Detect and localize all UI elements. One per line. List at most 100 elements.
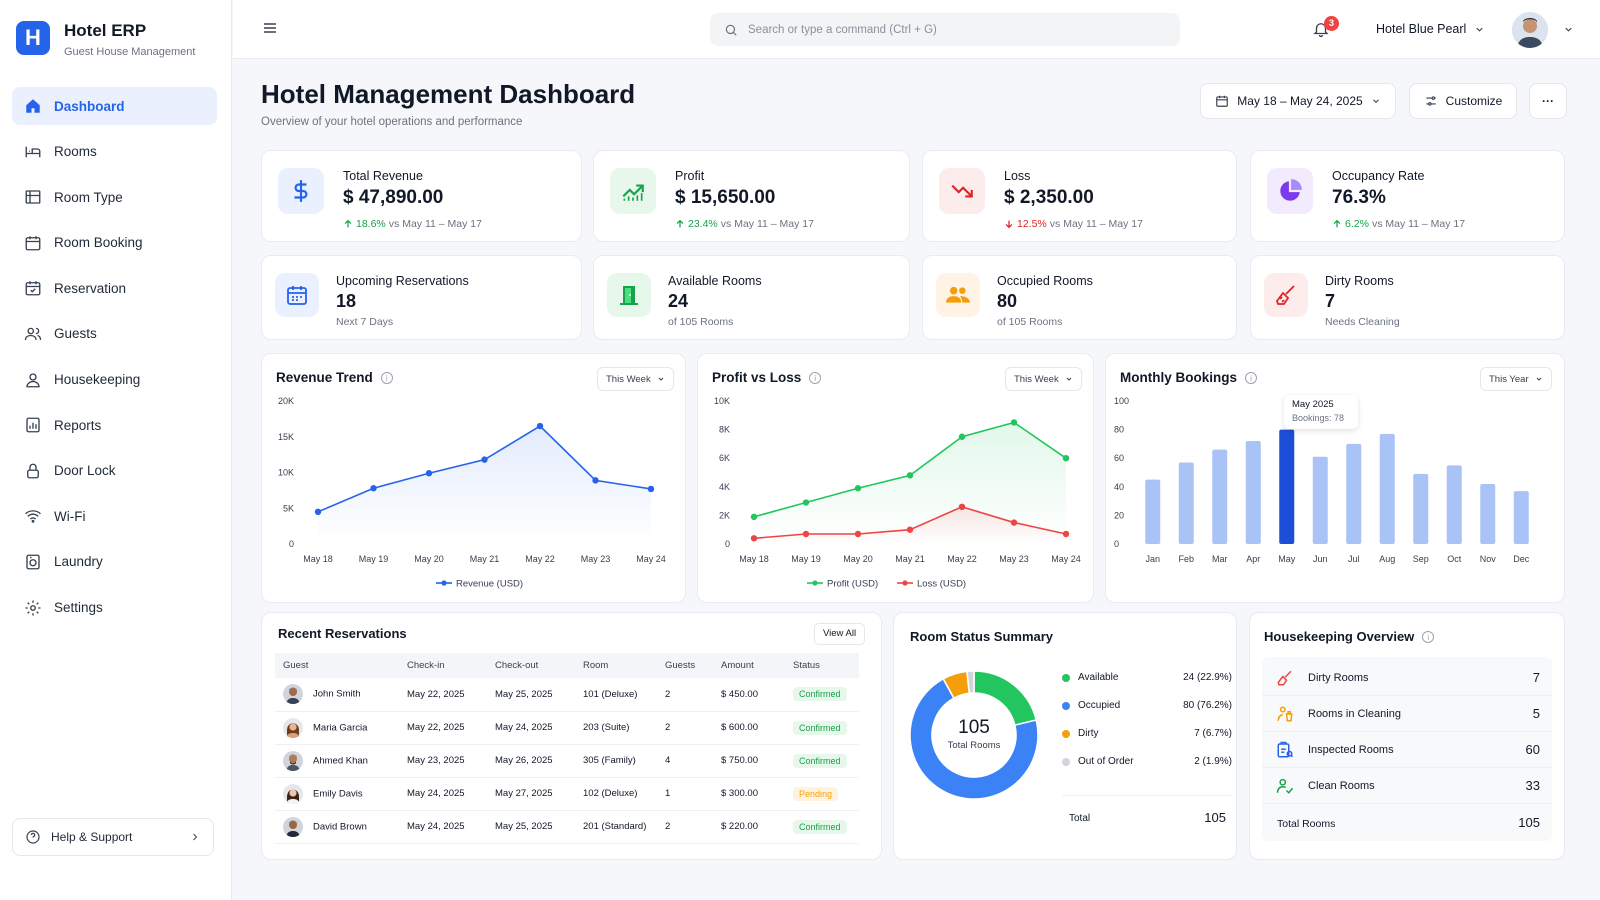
info-icon[interactable]: i xyxy=(1422,630,1435,643)
search-input[interactable] xyxy=(748,23,1168,36)
kpi-compare: vs May 11 – May 17 xyxy=(388,218,482,230)
kpi-card-occupancy: Occupancy Rate 76.3% 6.2% vs May 11 – Ma… xyxy=(1250,150,1565,242)
calendar-icon xyxy=(275,273,319,317)
sidebar-item-settings[interactable]: Settings xyxy=(12,589,217,627)
guest-avatar xyxy=(283,717,303,738)
data-point[interactable] xyxy=(1062,530,1070,538)
kpi-compare: vs May 11 – May 17 xyxy=(1049,218,1143,230)
info-icon[interactable]: i xyxy=(1245,371,1257,384)
data-point[interactable] xyxy=(314,508,322,516)
data-point[interactable] xyxy=(370,485,377,492)
kpi-change-percent: 23.4% xyxy=(688,218,718,230)
table-row[interactable]: Ahmed Khan May 23, 2025 May 26, 2025 305… xyxy=(275,744,859,778)
donut-slice[interactable] xyxy=(966,670,975,695)
info-icon[interactable]: i xyxy=(809,371,822,384)
table-row[interactable]: David Brown May 24, 2025 May 25, 2025 20… xyxy=(275,810,859,844)
legend-marker xyxy=(441,580,447,586)
view-all-button[interactable]: View All xyxy=(814,623,866,645)
bar[interactable] xyxy=(1279,429,1295,544)
checkin-cell: May 22, 2025 xyxy=(399,711,487,745)
sidebar-item-wifi[interactable]: Wi-Fi xyxy=(12,497,217,535)
donut-slice[interactable] xyxy=(909,677,1039,800)
data-point[interactable] xyxy=(592,477,599,484)
legend-out-of-order: Out of Order 2 (1.9%) xyxy=(1062,756,1232,767)
data-point[interactable] xyxy=(481,456,488,463)
data-point[interactable] xyxy=(802,499,810,506)
data-point[interactable] xyxy=(1010,419,1018,426)
stat-card-upcoming-reservations: Upcoming Reservations 18 Next 7 Days xyxy=(261,255,582,340)
sidebar-item-guests[interactable]: Guests xyxy=(12,315,217,353)
data-point[interactable] xyxy=(750,535,758,542)
bar[interactable] xyxy=(1446,465,1462,544)
customize-button[interactable]: Customize xyxy=(1409,83,1517,119)
bar[interactable] xyxy=(1245,441,1261,544)
data-point[interactable] xyxy=(854,530,862,538)
data-point[interactable] xyxy=(1062,455,1070,462)
donut-center-value: 105 xyxy=(958,717,990,738)
sidebar-item-room-type[interactable]: Room Type xyxy=(12,178,217,216)
bar[interactable] xyxy=(1513,491,1529,544)
data-point[interactable] xyxy=(1010,519,1018,526)
sidebar-item-rooms[interactable]: Rooms xyxy=(12,133,217,171)
bar[interactable] xyxy=(1178,462,1194,544)
period-dropdown[interactable]: This Week xyxy=(1005,367,1082,391)
data-point[interactable] xyxy=(906,526,914,533)
bar[interactable] xyxy=(1346,443,1362,544)
sidebar-item-label: Room Type xyxy=(54,189,123,205)
room-cell: 201 (Standard) xyxy=(575,810,657,844)
data-point[interactable] xyxy=(906,472,914,479)
notification-badge: 3 xyxy=(1324,16,1339,31)
table-row[interactable]: John Smith May 22, 2025 May 25, 2025 101… xyxy=(275,678,859,712)
data-point[interactable] xyxy=(536,422,544,430)
housekeeping-row-clean[interactable]: Clean Rooms 33 xyxy=(1262,768,1552,804)
housekeeping-row-cleaning[interactable]: Rooms in Cleaning 5 xyxy=(1262,696,1552,732)
x-tick-label: May 23 xyxy=(581,554,611,564)
sidebar-item-laundry[interactable]: Laundry xyxy=(12,543,217,581)
kpi-compare: vs May 11 – May 17 xyxy=(720,218,814,230)
hamburger-menu-icon[interactable] xyxy=(262,20,278,36)
bar[interactable] xyxy=(1480,483,1496,544)
x-tick-label: Apr xyxy=(1246,554,1260,564)
housekeeping-value: 33 xyxy=(1525,778,1540,793)
period-dropdown[interactable]: This Week xyxy=(597,367,674,391)
data-point[interactable] xyxy=(750,513,758,521)
bar[interactable] xyxy=(1212,449,1228,544)
sidebar-item-dashboard[interactable]: Dashboard xyxy=(12,87,217,125)
sidebar-item-room-booking[interactable]: Room Booking xyxy=(12,224,217,262)
bar[interactable] xyxy=(1413,473,1429,544)
search-bar[interactable] xyxy=(710,13,1180,46)
data-point[interactable] xyxy=(958,503,966,511)
bell-icon[interactable] xyxy=(1312,20,1330,38)
data-point[interactable] xyxy=(647,485,655,493)
sidebar-item-door-lock[interactable]: Door Lock xyxy=(12,452,217,490)
x-tick-label: May 18 xyxy=(303,554,333,564)
bar[interactable] xyxy=(1312,456,1328,544)
period-dropdown[interactable]: This Year xyxy=(1480,367,1552,391)
data-point[interactable] xyxy=(958,433,966,440)
bar[interactable] xyxy=(1379,433,1395,544)
data-point[interactable] xyxy=(802,530,810,538)
table-row[interactable]: Maria Garcia May 22, 2025 May 24, 2025 2… xyxy=(275,711,859,745)
user-avatar[interactable] xyxy=(1512,12,1548,48)
status-cell: Confirmed xyxy=(785,744,859,778)
data-point[interactable] xyxy=(854,485,862,492)
sidebar-item-reservation[interactable]: Reservation xyxy=(12,269,217,307)
housekeeping-row-dirty[interactable]: Dirty Rooms 7 xyxy=(1262,660,1552,696)
monthly-bookings-chart: 0 20 40 60 80 100 Jan Feb Mar Apr May Jun Jul Aug Sep O… xyxy=(1114,396,1530,564)
hotel-selector[interactable]: Hotel Blue Pearl xyxy=(1376,22,1485,36)
help-support-button[interactable]: Help & Support xyxy=(12,818,214,856)
donut-center-label: Total Rooms xyxy=(947,740,1001,751)
table-row[interactable]: Emily Davis May 24, 2025 May 27, 2025 10… xyxy=(275,777,859,811)
chevron-down-icon xyxy=(1372,99,1379,103)
room-status-title: Room Status Summary xyxy=(910,629,1054,644)
housekeeping-row-inspected[interactable]: Inspected Rooms 60 xyxy=(1262,732,1552,768)
info-icon[interactable]: i xyxy=(380,371,393,384)
bar[interactable] xyxy=(1145,479,1161,544)
sidebar-item-reports[interactable]: Reports xyxy=(12,406,217,444)
date-range-picker[interactable]: May 18 – May 24, 2025 xyxy=(1200,83,1396,119)
data-point[interactable] xyxy=(425,470,433,477)
calendar-icon xyxy=(1216,95,1229,107)
chevron-down-icon[interactable] xyxy=(1563,24,1574,35)
more-options-button[interactable]: ··· xyxy=(1529,83,1567,119)
sidebar-item-housekeeping[interactable]: Housekeeping xyxy=(12,361,217,399)
